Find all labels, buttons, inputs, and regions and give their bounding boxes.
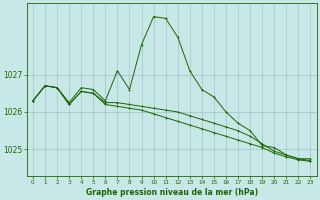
X-axis label: Graphe pression niveau de la mer (hPa): Graphe pression niveau de la mer (hPa) [86, 188, 258, 197]
